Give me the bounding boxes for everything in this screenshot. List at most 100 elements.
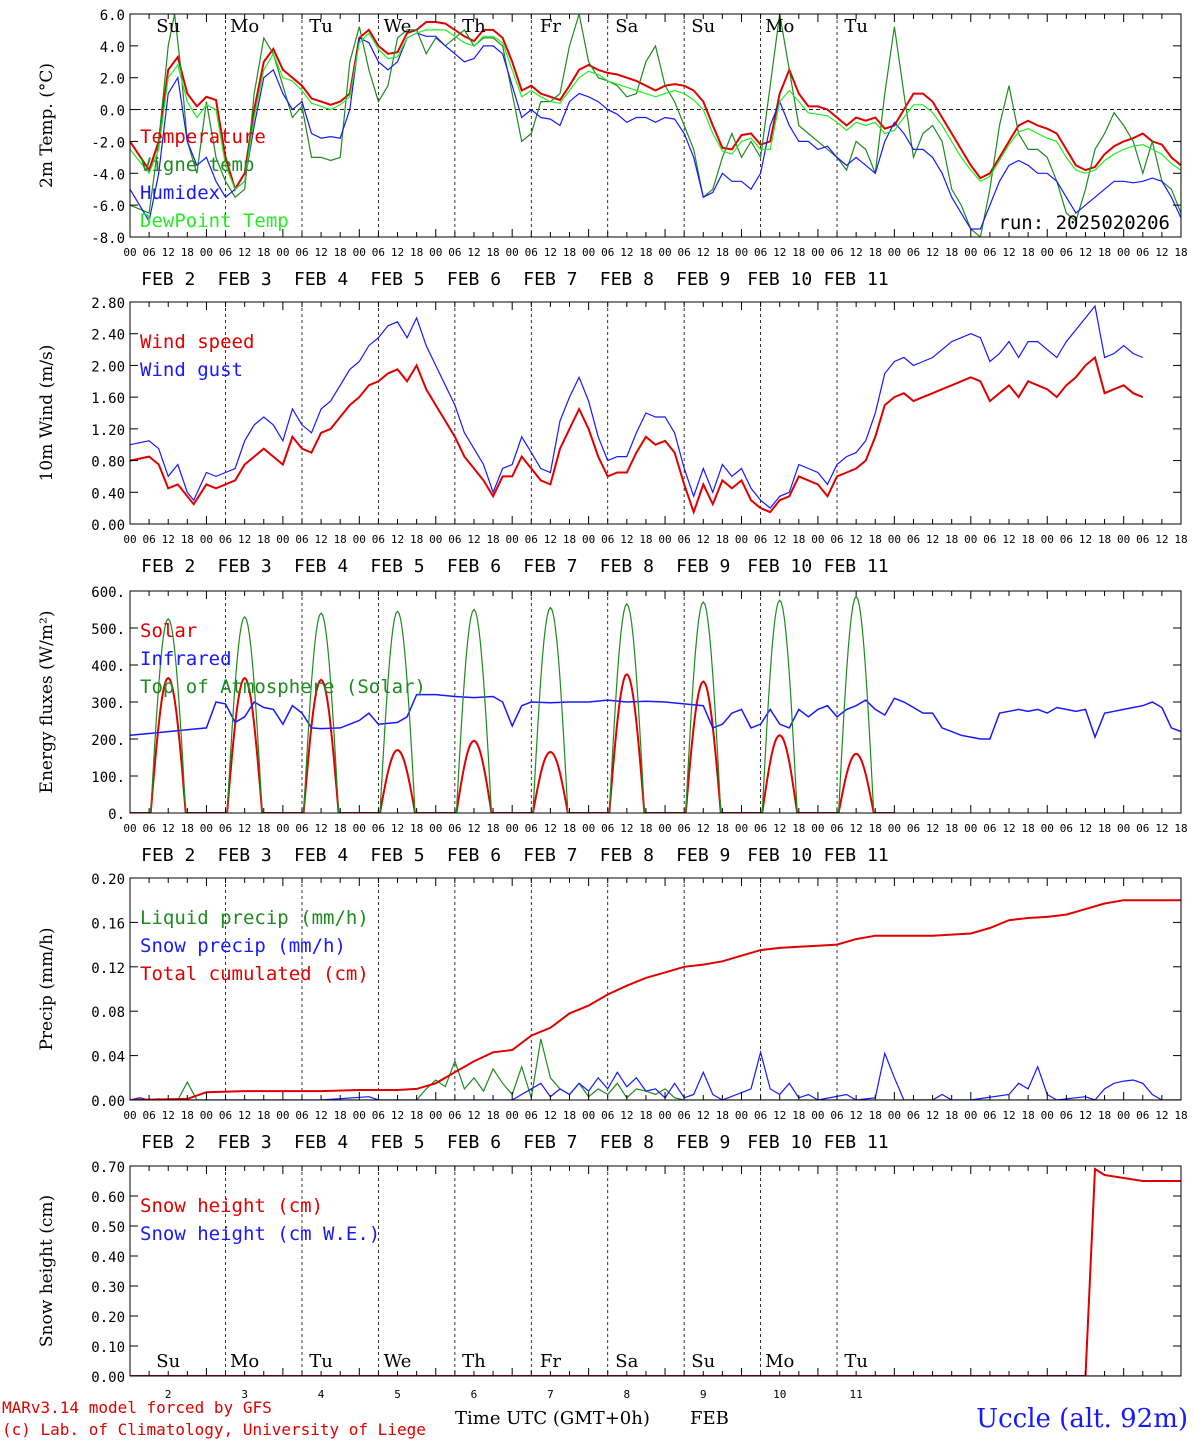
bottom-day-number: 4 — [318, 1388, 325, 1401]
day-label: FEB 9 — [676, 556, 730, 577]
hour-tick-label: 00 — [582, 246, 595, 259]
day-label: FEB 4 — [294, 556, 348, 577]
day-label: FEB 6 — [447, 269, 501, 290]
weekday-label: Mo — [765, 16, 794, 37]
hour-tick-label: 18 — [1022, 533, 1035, 546]
hour-tick-label: 12 — [544, 246, 557, 259]
hour-tick-label: 00 — [276, 822, 289, 835]
series-humidex — [130, 32, 1181, 230]
hour-tick-label: 00 — [964, 1109, 977, 1122]
legend-entry: Liquid precip (mm/h) — [140, 907, 369, 929]
day-label: FEB 2 — [141, 845, 195, 866]
day-label: FEB 11 — [824, 1132, 889, 1153]
day-label: FEB 3 — [218, 1132, 272, 1153]
hour-tick-label: 12 — [467, 1109, 480, 1122]
hour-tick-label: 18 — [1022, 246, 1035, 259]
hour-tick-label: 18 — [257, 1109, 270, 1122]
y-tick-label: 1.20 — [91, 423, 125, 439]
hour-tick-label: 00 — [582, 1109, 595, 1122]
series-total-cumulated-cm- — [130, 899, 1181, 1100]
hour-tick-label: 18 — [410, 533, 423, 546]
legend-entry: Humidex — [140, 182, 220, 204]
hour-tick-label: 06 — [448, 822, 461, 835]
series-solar — [130, 672, 895, 813]
y-tick-label: 400. — [91, 659, 125, 675]
hour-tick-label: 18 — [869, 1109, 882, 1122]
hour-tick-label: 12 — [620, 533, 633, 546]
hour-tick-label: 12 — [238, 246, 251, 259]
bottom-day-number: 3 — [241, 1388, 248, 1401]
weekday-label: Tu — [844, 16, 868, 37]
hour-tick-label: 12 — [467, 822, 480, 835]
hour-tick-label: 18 — [334, 533, 347, 546]
hour-tick-label: 00 — [735, 533, 748, 546]
y-tick-label: 2.80 — [91, 296, 125, 312]
hour-tick-label: 00 — [964, 246, 977, 259]
hour-tick-label: 00 — [964, 822, 977, 835]
bottom-day-number: 7 — [547, 1388, 554, 1401]
hour-tick-label: 06 — [907, 822, 920, 835]
weekday-label: Tu — [844, 1351, 868, 1372]
hour-tick-label: 18 — [563, 1109, 576, 1122]
hour-tick-label: 12 — [926, 533, 939, 546]
hour-tick-label: 06 — [907, 246, 920, 259]
hour-tick-label: 06 — [830, 246, 843, 259]
bottom-day-number: 11 — [850, 1388, 863, 1401]
y-axis-label: 10m Wind (m/s) — [37, 345, 57, 482]
day-label: FEB 10 — [747, 1132, 812, 1153]
panel-1: -8.0 -6.0 -4.0 -2.0 0.0 2.0 4.0 6.0 2m Temp. (°C… — [37, 8, 1188, 290]
hour-tick-label: 06 — [907, 1109, 920, 1122]
y-axis-label: 2m Temp. (°C) — [37, 63, 57, 188]
day-label: FEB 7 — [523, 556, 577, 577]
hour-tick-label: 00 — [1041, 533, 1054, 546]
hour-tick-label: 06 — [525, 822, 538, 835]
day-label: FEB 4 — [294, 845, 348, 866]
series-infrared — [130, 693, 1181, 740]
hour-tick-label: 06 — [295, 822, 308, 835]
hour-tick-label: 12 — [391, 533, 404, 546]
hour-tick-label: 06 — [142, 822, 155, 835]
hour-tick-label: 12 — [1079, 822, 1092, 835]
weekday-label: Su — [156, 16, 180, 37]
y-tick-label: -6.0 — [91, 199, 125, 215]
y-tick-label: 0.20 — [91, 1310, 125, 1326]
hour-tick-label: 00 — [811, 246, 824, 259]
hour-tick-label: 00 — [200, 822, 213, 835]
hour-tick-label: 18 — [869, 246, 882, 259]
day-label: FEB 10 — [747, 845, 812, 866]
bottom-day-number: 10 — [773, 1388, 786, 1401]
weekday-label: Mo — [230, 16, 259, 37]
day-label: FEB 3 — [218, 269, 272, 290]
y-tick-label: 0.00 — [91, 518, 125, 534]
y-tick-label: 0.80 — [91, 455, 125, 471]
day-label: FEB 6 — [447, 845, 501, 866]
legend-entry: Wind speed — [140, 331, 254, 353]
hour-tick-label: 06 — [1136, 822, 1149, 835]
hour-tick-label: 00 — [658, 1109, 671, 1122]
hour-tick-label: 18 — [869, 533, 882, 546]
hour-tick-label: 06 — [601, 246, 614, 259]
hour-tick-label: 06 — [525, 1109, 538, 1122]
hour-tick-label: 00 — [658, 822, 671, 835]
series-snow-precip-mm-h- — [130, 1049, 1181, 1100]
day-label: FEB 5 — [370, 1132, 424, 1153]
hour-tick-label: 18 — [1098, 246, 1111, 259]
plot-frame — [129, 13, 1182, 238]
weekday-label: Mo — [765, 1351, 794, 1372]
series-temperature — [130, 21, 1181, 192]
hour-tick-label: 00 — [353, 822, 366, 835]
hour-tick-label: 06 — [219, 533, 232, 546]
legend-entry: Solar — [140, 620, 197, 642]
hour-tick-label: 06 — [678, 246, 691, 259]
day-label: FEB 6 — [447, 556, 501, 577]
hour-tick-label: 00 — [429, 822, 442, 835]
day-label: FEB 3 — [218, 845, 272, 866]
hour-tick-label: 00 — [353, 246, 366, 259]
hour-tick-label: 12 — [1079, 246, 1092, 259]
hour-tick-label: 12 — [1079, 1109, 1092, 1122]
weekday-label: We — [384, 1351, 412, 1372]
panel-3: 0. 100. 200. 300. 400. 500. 600. Energy fluxes … — [37, 585, 1188, 866]
hour-tick-label: 00 — [735, 822, 748, 835]
hour-tick-label: 00 — [429, 1109, 442, 1122]
y-tick-label: 0.70 — [91, 1160, 125, 1176]
